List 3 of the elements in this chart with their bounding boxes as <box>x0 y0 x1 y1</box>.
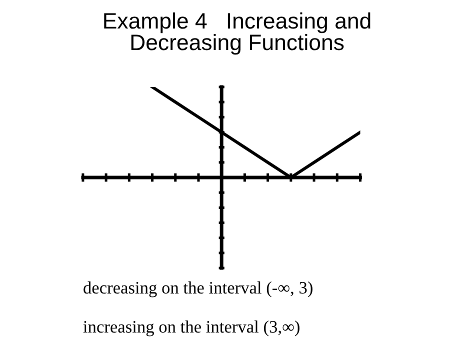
text: decreasing on the interval (-∞, 3) <box>84 281 312 298</box>
chart-title: Example 4 Increasing and Decreasing Functions <box>104 12 370 55</box>
text: increasing on the interval (3,∞) <box>83 320 300 336</box>
